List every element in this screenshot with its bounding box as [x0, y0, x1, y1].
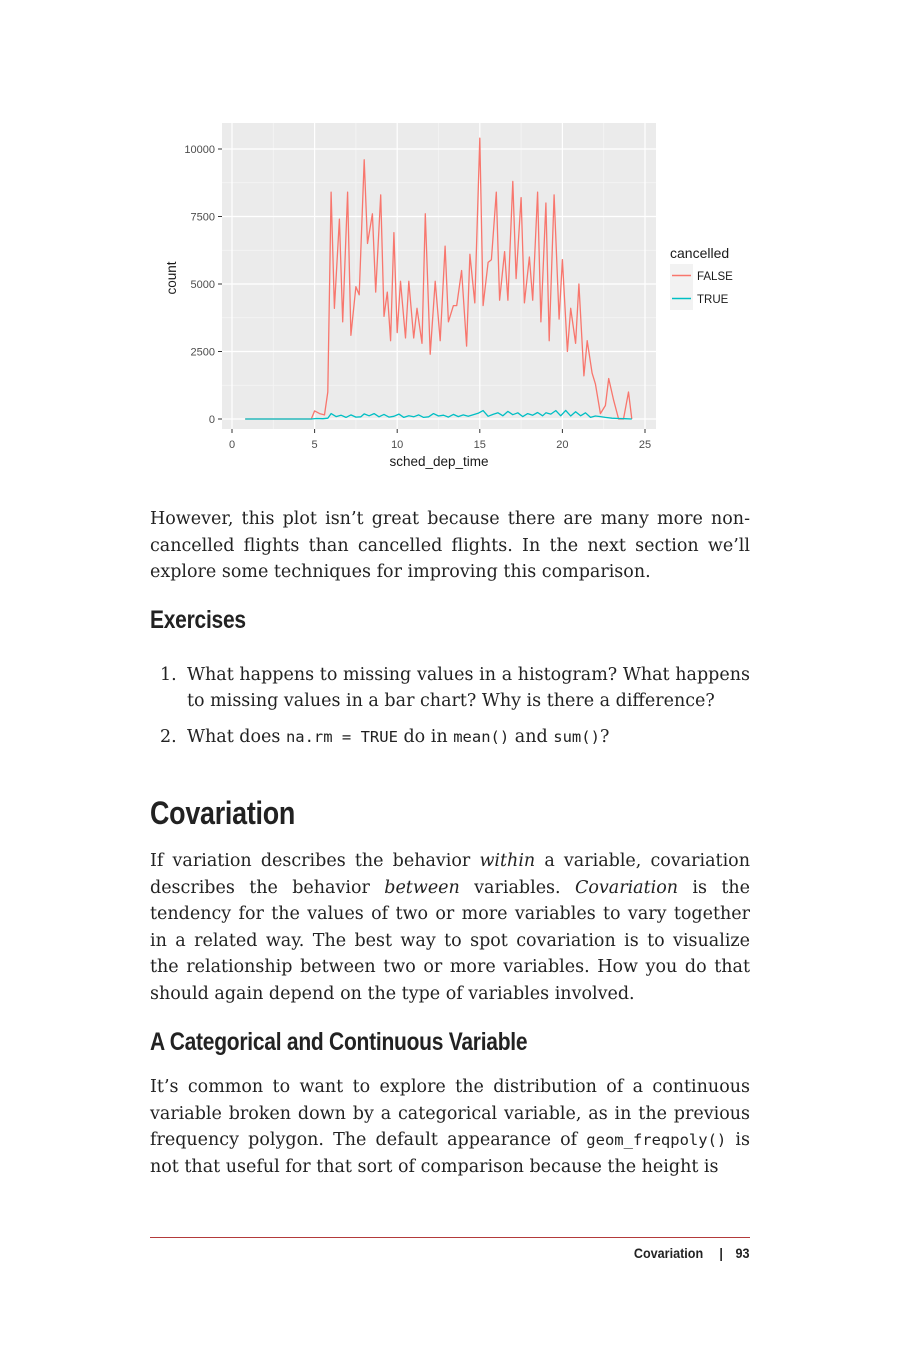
exercise-number: 2. — [160, 727, 177, 747]
legend: cancelled FALSE TRUE — [670, 245, 733, 310]
paragraph-plot-comment: However, this plot isn’t great because t… — [150, 509, 750, 582]
legend-label: FALSE — [697, 271, 733, 283]
emphasis-between: between — [384, 877, 460, 898]
text-run: is not that useful for that sort of comp… — [150, 1130, 751, 1177]
series-line-true — [245, 409, 632, 420]
code-mean: mean() — [453, 728, 510, 746]
text-run: If variation describes the behavior — [150, 851, 480, 871]
code-geom-freqpoly: geom_freqpoly() — [586, 1131, 727, 1149]
y-axis-label: count — [164, 261, 179, 294]
y-tick-label: 7500 — [191, 212, 215, 224]
emphasis-covariation: Covariation — [574, 877, 679, 898]
exercise-text: ? — [599, 727, 610, 747]
exercise-item: 2. What does na.rm = TRUE do in mean() a… — [150, 724, 750, 750]
exercise-text: and — [509, 727, 554, 747]
covariation-heading: Covariation — [150, 795, 296, 831]
y-tick-label: 0 — [209, 414, 215, 426]
frequency-polygon-chart: 0 2500 5000 7500 10000 0 5 10 15 20 25 sched_dep_… — [164, 123, 733, 469]
series-line-false — [245, 137, 633, 420]
y-tick-label: 5000 — [191, 279, 215, 291]
text-run: variables. — [459, 877, 575, 898]
exercises-heading: Exercises — [150, 606, 246, 634]
footer-section-title: Covariation — [634, 1245, 704, 1261]
x-tick-label: 15 — [474, 439, 486, 451]
emphasis-within: within — [479, 851, 536, 871]
x-axis-label: sched_dep_time — [389, 454, 488, 469]
page-number: 93 — [735, 1245, 750, 1261]
text-run: It’s common to want to explore the distr… — [150, 1077, 750, 1150]
text-run: is the tendency for the values of two or… — [150, 877, 750, 1004]
legend-label: TRUE — [697, 294, 729, 306]
exercise-text: What does — [187, 727, 286, 747]
footer-rule — [150, 1237, 750, 1238]
y-tick-label: 10000 — [184, 144, 215, 156]
text-run: a variable, covariation describes the be… — [150, 851, 750, 898]
plot-panel — [222, 123, 656, 429]
paragraph-categorical-continuous: It’s common to want to explore the distr… — [150, 1074, 750, 1180]
legend-title: cancelled — [670, 245, 729, 261]
exercise-text: What happens to missing values in a hist… — [187, 665, 750, 711]
x-tick-label: 5 — [312, 439, 318, 451]
code-na-rm: na.rm = TRUE — [285, 728, 398, 746]
exercise-number: 1. — [160, 665, 177, 685]
exercise-text: do in — [397, 727, 454, 747]
page-footer: Covariation | 93 — [634, 1245, 750, 1261]
categorical-continuous-heading: A Categorical and Continuous Variable — [150, 1028, 528, 1056]
x-tick-label: 25 — [639, 439, 651, 451]
x-tick-label: 20 — [556, 439, 568, 451]
exercise-item: 1. What happens to missing values in a h… — [150, 662, 750, 714]
footer-separator: | — [719, 1245, 724, 1261]
x-tick-label: 10 — [391, 439, 403, 451]
code-sum: sum() — [553, 728, 600, 746]
y-tick-label: 2500 — [191, 347, 215, 359]
exercise-list: 1. What happens to missing values in a h… — [150, 662, 750, 750]
paragraph-covariation: If variation describes the behavior with… — [150, 848, 750, 1007]
x-tick-label: 0 — [229, 439, 235, 451]
